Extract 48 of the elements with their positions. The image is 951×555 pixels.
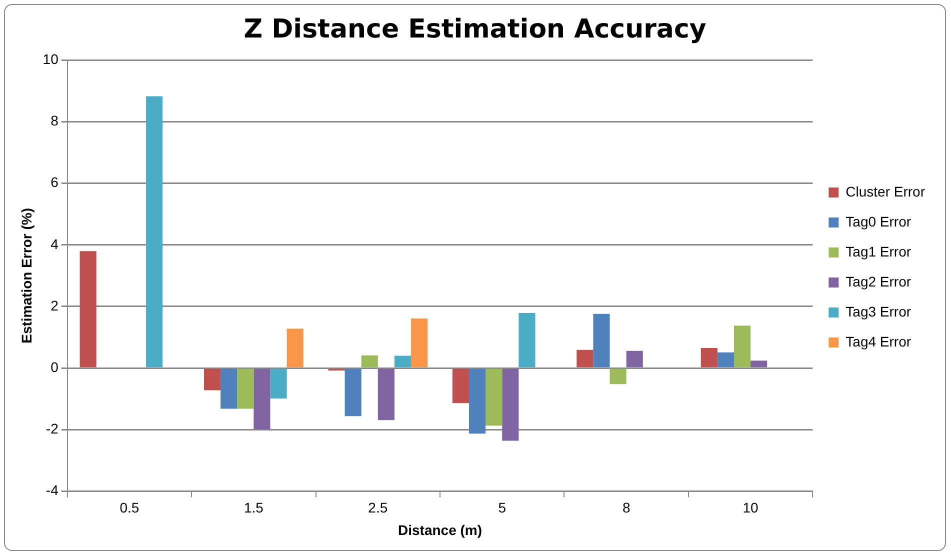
bar <box>750 360 768 368</box>
x-axis-title: Distance (m) <box>398 522 482 538</box>
x-tick-label: 5 <box>498 499 506 516</box>
bar <box>411 318 428 368</box>
y-tick-label: -4 <box>46 482 59 498</box>
bar <box>394 356 412 368</box>
bar <box>610 368 626 384</box>
bar <box>518 312 536 368</box>
bar <box>468 368 486 434</box>
bar <box>361 355 378 368</box>
bar <box>254 368 270 430</box>
y-tick-label: 2 <box>50 297 59 314</box>
x-tick-label: 2.5 <box>368 499 388 516</box>
bar <box>204 368 221 390</box>
legend-label: Tag0 Error <box>846 213 912 230</box>
y-tick-label: 4 <box>50 236 59 252</box>
bar <box>286 328 304 368</box>
x-tick-label: 0.5 <box>120 499 140 516</box>
bar <box>734 326 751 368</box>
bar <box>378 368 394 420</box>
bar <box>344 368 362 416</box>
bar <box>486 368 502 426</box>
bar <box>593 314 610 368</box>
bar <box>700 348 718 368</box>
bar <box>576 350 594 368</box>
legend-label: Tag4 Error <box>846 333 912 350</box>
x-tick-label: 8 <box>622 499 630 516</box>
bar <box>452 368 469 404</box>
y-tick-label: 10 <box>42 51 59 68</box>
y-tick-label: 6 <box>50 174 59 190</box>
y-tick-label: 8 <box>50 112 59 129</box>
y-axis-title: Estimation Error (%) <box>18 208 34 344</box>
bar <box>626 350 643 368</box>
y-tick-label: -2 <box>46 420 59 436</box>
y-tick-label: 0 <box>50 358 59 375</box>
legend-label: Tag1 Error <box>846 243 912 260</box>
bar <box>502 368 519 441</box>
legend-label: Cluster Error <box>846 183 926 200</box>
x-tick-label: 10 <box>742 499 759 516</box>
bar <box>80 251 96 368</box>
bar <box>220 368 238 409</box>
bar <box>237 368 254 409</box>
x-tick-label: 1.5 <box>244 499 264 516</box>
bar <box>717 352 734 368</box>
legend-label: Tag2 Error <box>846 273 912 290</box>
legend-label: Tag3 Error <box>846 303 912 320</box>
bar <box>270 368 287 399</box>
chart-title: Z Distance Estimation Accuracy <box>244 14 706 44</box>
